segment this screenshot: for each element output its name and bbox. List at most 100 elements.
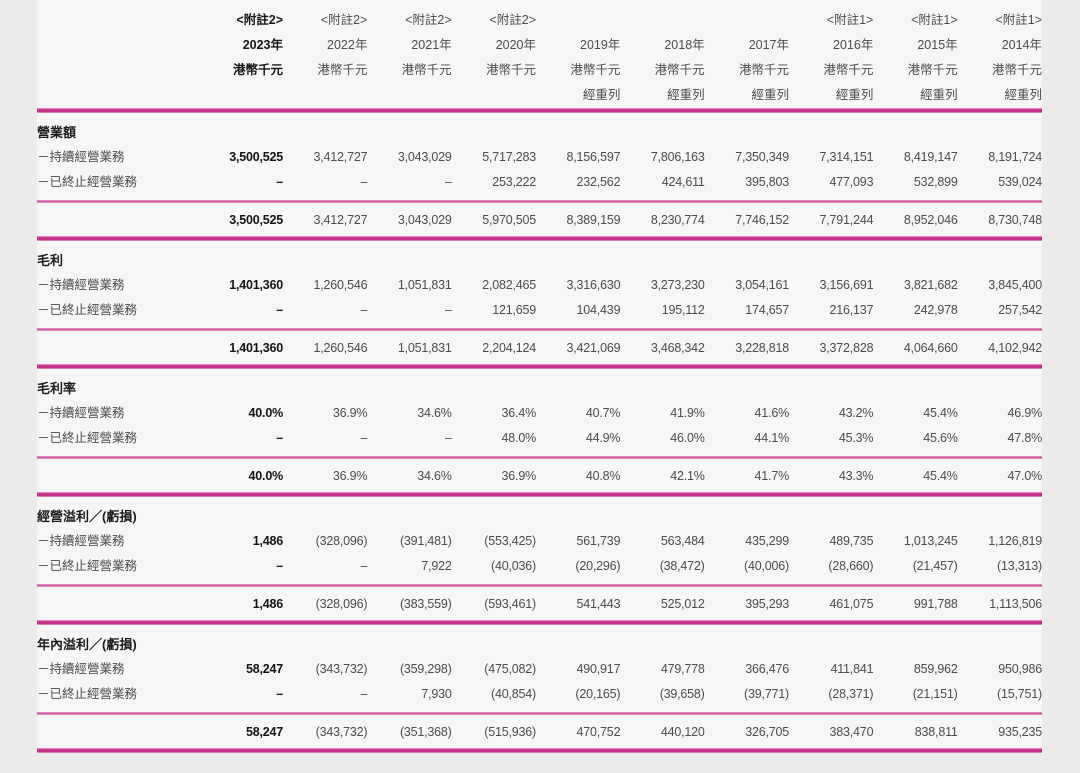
value-cell: 46.0% xyxy=(670,431,705,445)
header-restated: 經重列 xyxy=(835,88,874,102)
value-cell: 1,486 xyxy=(252,534,283,548)
value-cell: 326,705 xyxy=(745,724,789,739)
value-cell: 7,791,244 xyxy=(819,212,874,227)
value-cell: 3,500,525 xyxy=(229,212,283,227)
value-cell: (475,082) xyxy=(484,662,536,676)
value-cell: (391,481) xyxy=(399,534,452,548)
value-cell: (20,165) xyxy=(575,687,621,701)
value-cell: – xyxy=(276,175,283,189)
table-row: －持續經營業務 1,401,360 1,260,546 1,051,831 2,082,… xyxy=(37,273,1042,298)
header-restated: 經重列 xyxy=(751,88,789,102)
table-row: －已終止經營業務 – – – 121,659 104,439 195,112 174,657 2… xyxy=(37,298,1042,323)
table-section: 年內溢利／(虧損) －持續經營業務 58,247 (343,732) (359,298)… xyxy=(37,625,1042,753)
year-column-header: 2018年 港幣千元 經重列 xyxy=(620,8,705,108)
value-cell: 3,043,029 xyxy=(397,212,452,227)
value-cell: 1,260,546 xyxy=(313,340,368,355)
header-restated: 經重列 xyxy=(667,88,705,102)
year-column-header: <附註2> 2020年 港幣千元 xyxy=(452,8,536,108)
header-year: 2018年 xyxy=(664,38,705,52)
value-cell: 1,401,360 xyxy=(229,278,283,292)
header-restated xyxy=(283,83,367,108)
year-column-header: <附註1> 2016年 港幣千元 經重列 xyxy=(789,8,873,108)
value-cell: (21,457) xyxy=(912,559,958,573)
header-year: 2016年 xyxy=(833,38,874,52)
value-cell: – xyxy=(360,303,368,317)
header-note xyxy=(705,8,789,33)
section-title-row: 經營溢利／(虧損) xyxy=(37,504,1042,529)
year-column-header: <附註2> 2021年 港幣千元 xyxy=(367,8,452,108)
value-cell: 34.6% xyxy=(417,406,452,420)
section-title: 毛利 xyxy=(37,253,64,268)
value-cell: (40,036) xyxy=(491,559,536,573)
value-cell: 42.1% xyxy=(670,468,705,483)
section-bottom-rule xyxy=(37,748,1042,753)
value-cell: 7,350,349 xyxy=(735,150,789,164)
section-bottom-rule xyxy=(37,492,1042,497)
value-cell: 8,156,597 xyxy=(566,150,621,164)
value-cell: 424,611 xyxy=(661,175,705,189)
value-cell: 34.6% xyxy=(417,468,452,483)
year-column-header: 2019年 港幣千元 經重列 xyxy=(536,8,620,108)
table-row: －持續經營業務 1,486 (328,096) (391,481) (553,425) 5… xyxy=(37,529,1042,554)
header-note: <附註2> xyxy=(320,13,368,27)
value-cell: (20,296) xyxy=(575,559,621,573)
header-note xyxy=(620,8,704,33)
subtotal-rule xyxy=(37,328,1042,331)
row-label: －已終止經營業務 xyxy=(37,687,138,701)
row-label: －已終止經營業務 xyxy=(37,175,138,189)
value-cell: (40,854) xyxy=(491,687,536,701)
value-cell: (39,658) xyxy=(659,687,705,701)
value-cell: (328,096) xyxy=(315,596,368,611)
header-note: <附註1> xyxy=(826,13,874,27)
section-title: 經營溢利／(虧損) xyxy=(37,509,137,524)
value-cell: (593,461) xyxy=(484,596,536,611)
value-cell: 7,806,163 xyxy=(650,150,705,164)
subtotal-rule xyxy=(37,712,1042,715)
value-cell: 3,421,069 xyxy=(566,340,621,355)
year-column-header: <附註2> 2023年 港幣千元 xyxy=(195,8,283,108)
value-cell: 253,222 xyxy=(492,175,536,189)
value-cell: 541,443 xyxy=(576,596,621,611)
value-cell: 859,962 xyxy=(913,662,958,676)
table-row: －持續經營業務 40.0% 36.9% 34.6% 36.4% 40.7% 41.9% 41.… xyxy=(37,401,1042,426)
header-unit: 港幣千元 xyxy=(401,63,452,77)
value-cell: (343,732) xyxy=(315,724,368,739)
value-cell: 477,093 xyxy=(829,175,874,189)
header-year: 2023年 xyxy=(242,38,283,52)
table-row: －已終止經營業務 – – – 253,222 232,562 424,611 395,803 4… xyxy=(37,170,1042,195)
value-cell: 43.2% xyxy=(838,406,874,420)
value-cell: (40,006) xyxy=(744,559,789,573)
table-row: －持續經營業務 58,247 (343,732) (359,298) (475,082)… xyxy=(37,657,1042,682)
header-year: 2015年 xyxy=(917,38,958,52)
value-cell: 174,657 xyxy=(745,303,789,317)
value-cell: 395,803 xyxy=(745,175,789,189)
value-cell: 58,247 xyxy=(245,724,283,739)
value-cell: 1,051,831 xyxy=(397,340,452,355)
value-cell: – xyxy=(444,303,452,317)
value-cell: (13,313) xyxy=(997,559,1042,573)
value-cell: 45.4% xyxy=(923,406,958,420)
value-cell: 3,156,691 xyxy=(819,278,874,292)
value-cell: – xyxy=(276,559,283,573)
financial-summary-table: <附註2> 2023年 港幣千元 <附註2> 2022年 港幣千元 <附註2> 2021年 港幣… xyxy=(37,0,1042,753)
value-cell: 950,986 xyxy=(998,662,1042,676)
value-cell: (15,751) xyxy=(997,687,1042,701)
value-cell: – xyxy=(444,175,452,189)
value-cell: 3,372,828 xyxy=(819,340,874,355)
value-cell: 7,314,151 xyxy=(819,150,874,164)
value-cell: 3,054,161 xyxy=(735,278,789,292)
value-cell: (383,559) xyxy=(399,596,452,611)
value-cell: 411,841 xyxy=(830,662,874,676)
value-cell: 36.4% xyxy=(501,406,537,420)
value-cell: 48.0% xyxy=(501,431,537,445)
value-cell: 3,821,682 xyxy=(903,278,958,292)
value-cell: 40.0% xyxy=(248,468,284,483)
row-label-empty xyxy=(37,591,195,616)
year-column-header: 2017年 港幣千元 經重列 xyxy=(705,8,789,108)
section-title-row: 毛利 xyxy=(37,248,1042,273)
table-header: <附註2> 2023年 港幣千元 <附註2> 2022年 港幣千元 <附註2> 2021年 港幣… xyxy=(37,0,1042,108)
value-cell: 1,051,831 xyxy=(397,278,452,292)
value-cell: 40.8% xyxy=(585,468,621,483)
value-cell: 195,112 xyxy=(661,303,705,317)
row-label: －持續經營業務 xyxy=(37,406,125,420)
